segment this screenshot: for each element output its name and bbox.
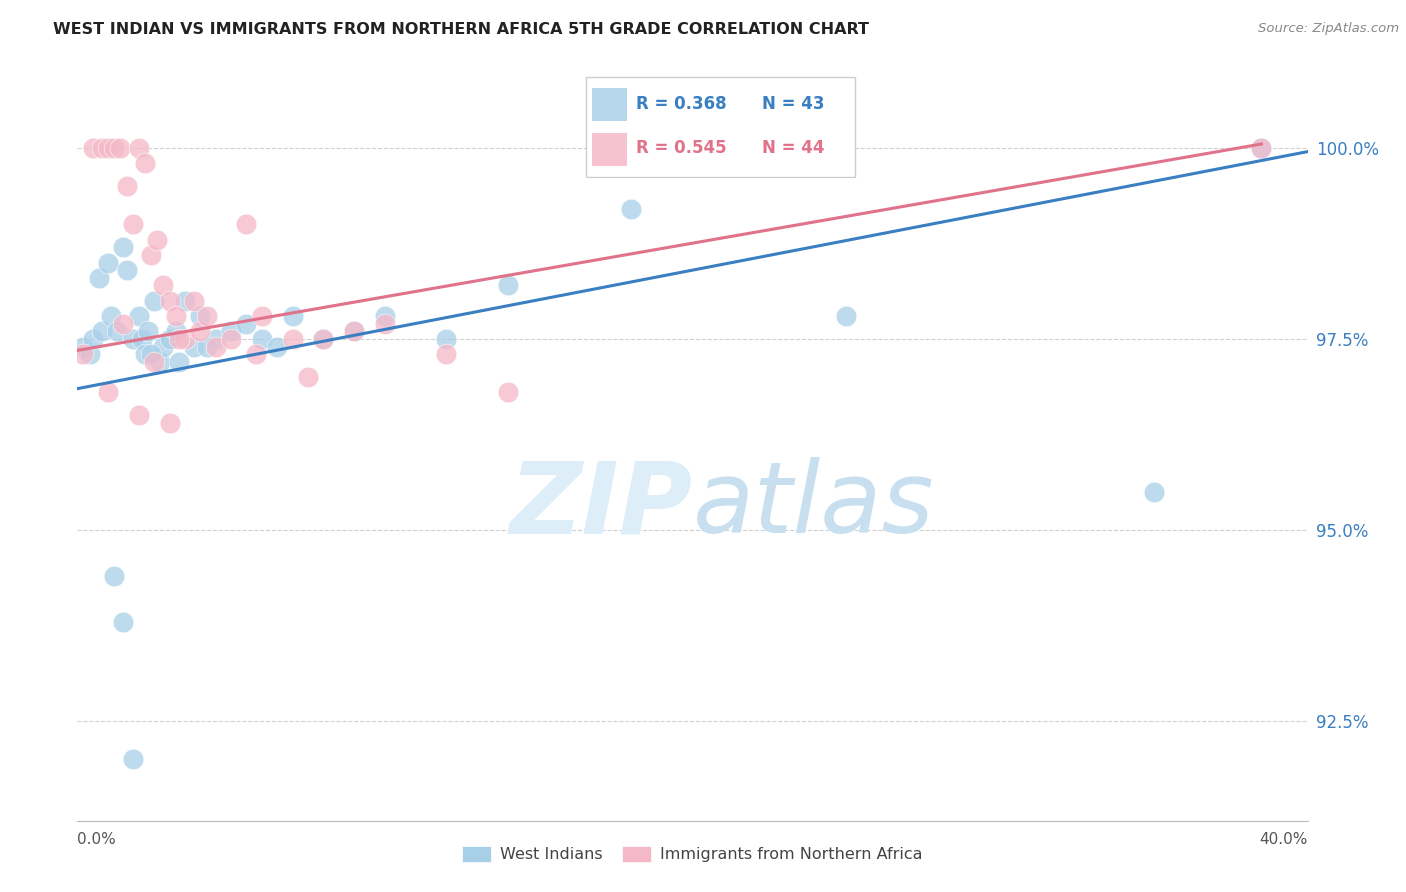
Point bbox=[235, 317, 257, 331]
Point bbox=[146, 233, 169, 247]
Point bbox=[97, 255, 120, 269]
Point bbox=[159, 416, 181, 430]
FancyBboxPatch shape bbox=[592, 133, 627, 166]
Point bbox=[143, 293, 166, 308]
Point bbox=[121, 332, 143, 346]
Point bbox=[436, 347, 458, 361]
Point bbox=[183, 293, 205, 308]
Point bbox=[250, 309, 273, 323]
Point bbox=[312, 332, 335, 346]
Point bbox=[134, 347, 156, 361]
Point bbox=[121, 217, 143, 231]
Point bbox=[159, 332, 181, 346]
Point bbox=[72, 347, 94, 361]
Point bbox=[87, 270, 110, 285]
Point bbox=[204, 340, 226, 354]
Point bbox=[115, 263, 138, 277]
Point bbox=[195, 309, 218, 323]
Point bbox=[374, 309, 396, 323]
Point bbox=[97, 385, 120, 400]
Point bbox=[620, 202, 643, 216]
Point bbox=[115, 179, 138, 194]
Text: N = 43: N = 43 bbox=[762, 95, 824, 113]
Point bbox=[835, 309, 858, 323]
Point bbox=[97, 141, 120, 155]
Point bbox=[183, 340, 205, 354]
Point bbox=[204, 332, 226, 346]
Point bbox=[105, 324, 128, 338]
Point bbox=[167, 355, 190, 369]
Text: ZIP: ZIP bbox=[509, 458, 693, 555]
Point bbox=[136, 324, 159, 338]
Point bbox=[165, 309, 187, 323]
Point bbox=[496, 385, 519, 400]
Point bbox=[141, 347, 163, 361]
Legend: West Indians, Immigrants from Northern Africa: West Indians, Immigrants from Northern A… bbox=[456, 840, 929, 869]
Point bbox=[188, 309, 212, 323]
Point bbox=[496, 278, 519, 293]
Point bbox=[110, 141, 132, 155]
Point bbox=[245, 347, 267, 361]
Point bbox=[281, 332, 304, 346]
Point bbox=[174, 293, 197, 308]
Point bbox=[281, 309, 304, 323]
Point bbox=[1250, 141, 1272, 155]
Point bbox=[131, 332, 153, 346]
Point bbox=[149, 355, 172, 369]
Point bbox=[174, 332, 197, 346]
Text: Source: ZipAtlas.com: Source: ZipAtlas.com bbox=[1258, 22, 1399, 36]
Point bbox=[1250, 141, 1272, 155]
Point bbox=[219, 332, 242, 346]
Point bbox=[343, 324, 366, 338]
Text: atlas: atlas bbox=[693, 458, 934, 555]
Point bbox=[436, 332, 458, 346]
Point bbox=[121, 752, 143, 766]
Point bbox=[128, 409, 150, 423]
Point bbox=[141, 248, 163, 262]
Point bbox=[374, 317, 396, 331]
Point bbox=[103, 141, 125, 155]
Point bbox=[134, 156, 156, 170]
FancyBboxPatch shape bbox=[592, 88, 627, 121]
Point bbox=[143, 355, 166, 369]
Point bbox=[343, 324, 366, 338]
Point bbox=[159, 293, 181, 308]
Point bbox=[112, 317, 135, 331]
Point bbox=[1143, 484, 1166, 499]
Point bbox=[90, 141, 114, 155]
FancyBboxPatch shape bbox=[586, 77, 855, 178]
Point bbox=[128, 309, 150, 323]
Point bbox=[188, 324, 212, 338]
Text: 0.0%: 0.0% bbox=[77, 832, 117, 847]
Point bbox=[100, 309, 122, 323]
Point bbox=[90, 324, 114, 338]
Point bbox=[219, 324, 242, 338]
Point bbox=[312, 332, 335, 346]
Point bbox=[167, 332, 190, 346]
Point bbox=[79, 347, 101, 361]
Point bbox=[250, 332, 273, 346]
Point bbox=[128, 141, 150, 155]
Text: WEST INDIAN VS IMMIGRANTS FROM NORTHERN AFRICA 5TH GRADE CORRELATION CHART: WEST INDIAN VS IMMIGRANTS FROM NORTHERN … bbox=[53, 22, 869, 37]
Point bbox=[82, 332, 104, 346]
Point bbox=[297, 370, 319, 384]
Point bbox=[152, 278, 174, 293]
Point bbox=[112, 615, 135, 629]
Point bbox=[103, 569, 125, 583]
Point bbox=[152, 340, 174, 354]
Text: R = 0.545: R = 0.545 bbox=[636, 139, 727, 157]
Text: N = 44: N = 44 bbox=[762, 139, 824, 157]
Point bbox=[266, 340, 288, 354]
Point bbox=[235, 217, 257, 231]
Point bbox=[195, 340, 218, 354]
Point bbox=[82, 141, 104, 155]
Point bbox=[72, 340, 94, 354]
Point bbox=[165, 324, 187, 338]
Text: R = 0.368: R = 0.368 bbox=[636, 95, 727, 113]
Point bbox=[112, 240, 135, 254]
Text: 40.0%: 40.0% bbox=[1260, 832, 1308, 847]
